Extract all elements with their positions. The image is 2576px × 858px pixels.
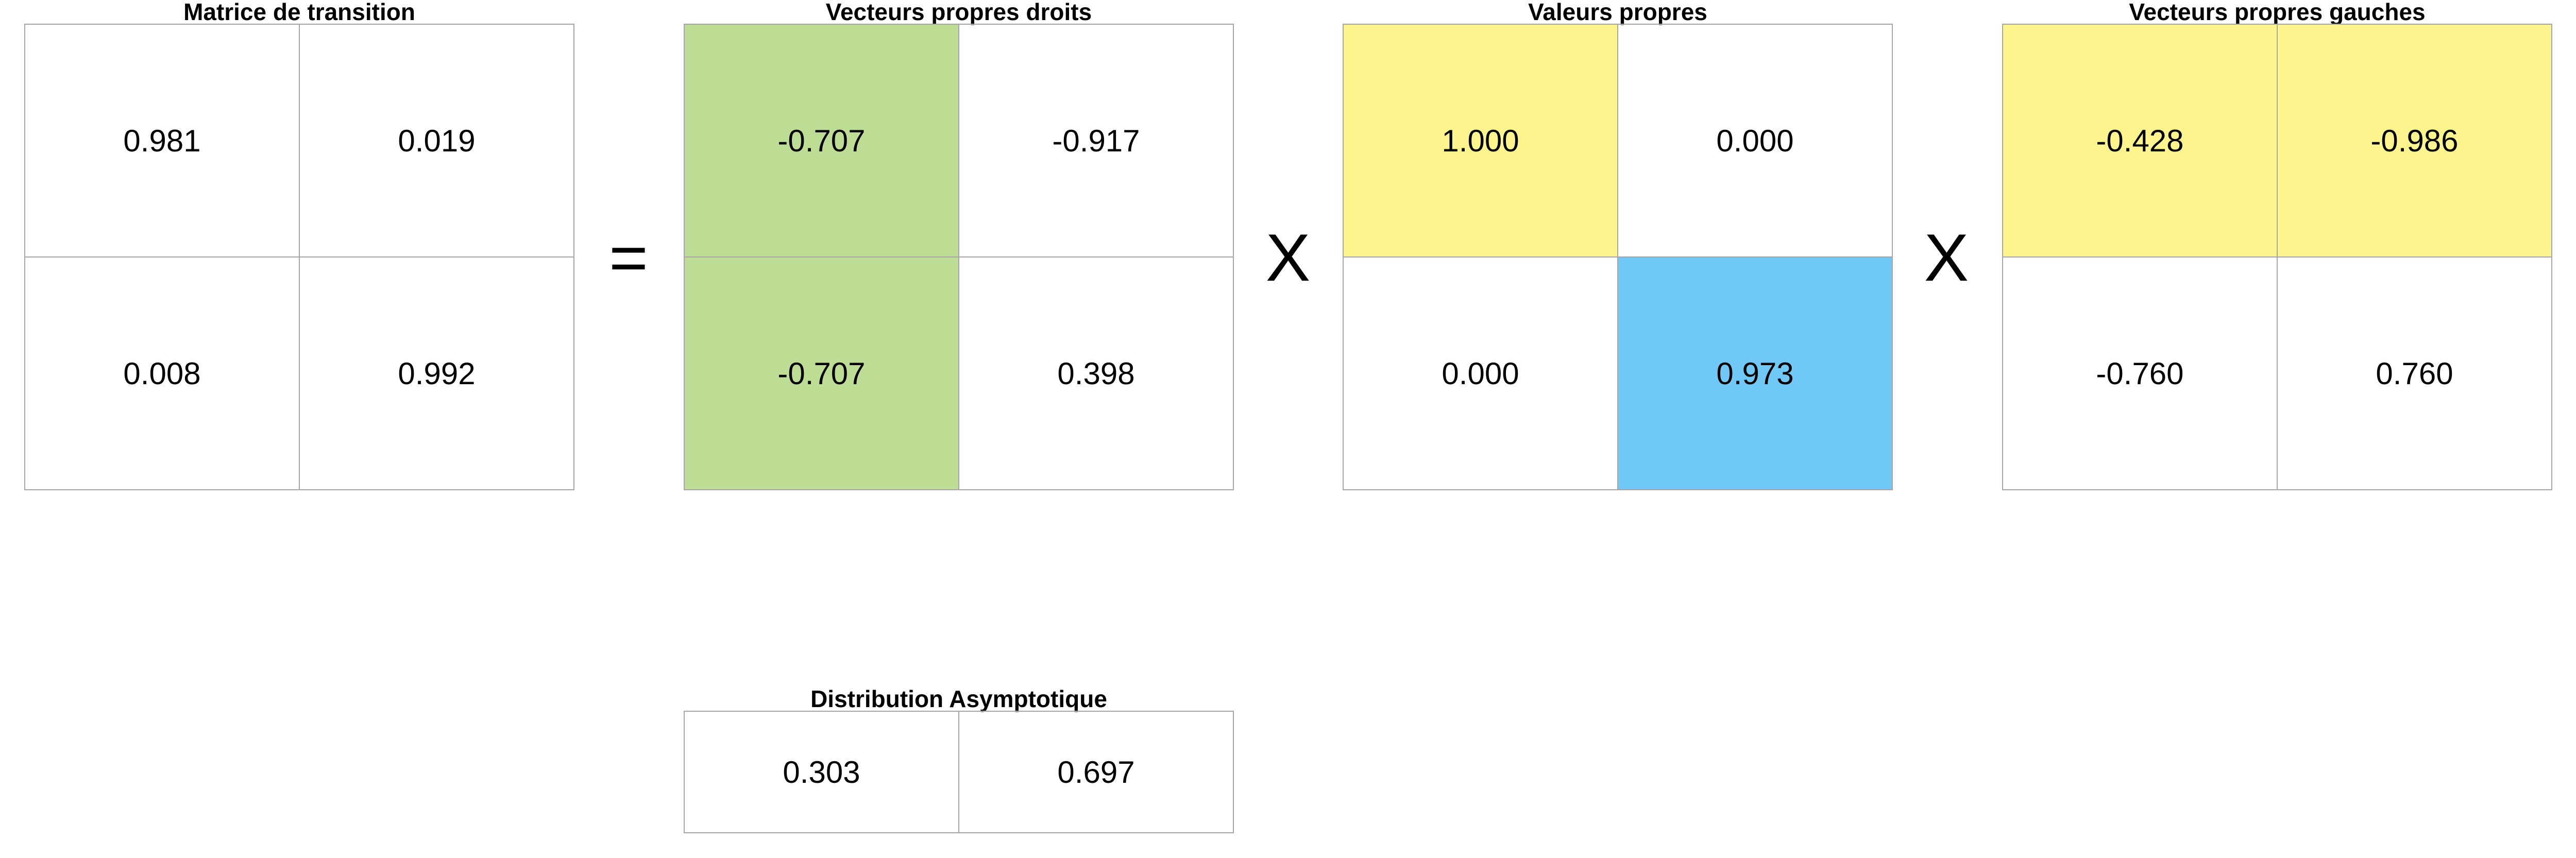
transition-cell-r1c2: 0.019 — [299, 24, 573, 256]
right-eigenvectors-title: Vecteurs propres droits — [825, 0, 1092, 25]
equals-operator: = — [609, 220, 648, 295]
eigenvalue-cell-r1c1: 1.000 — [1343, 24, 1617, 256]
left-eigenvectors-matrix: -0.428 -0.986 -0.760 0.760 — [2002, 24, 2552, 490]
asymptotic-cell-2: 0.697 — [958, 711, 1233, 832]
times-operator-2: X — [1924, 220, 1969, 295]
eigenvalues-title: Valeurs propres — [1528, 0, 1707, 25]
asymptotic-cell-1: 0.303 — [684, 711, 958, 832]
right-eigen-cell-r1c2: -0.917 — [958, 24, 1233, 256]
eigenvalue-cell-r2c2: 0.973 — [1617, 256, 1892, 489]
times-operator-1: X — [1265, 220, 1311, 295]
left-eigen-cell-r1c1: -0.428 — [2002, 24, 2277, 256]
right-eigen-cell-r2c1: -0.707 — [684, 256, 958, 489]
asymptotic-distribution-title: Distribution Asymptotique — [810, 685, 1107, 712]
transition-cell-r2c1: 0.008 — [24, 256, 299, 489]
right-eigen-cell-r2c2: 0.398 — [958, 256, 1233, 489]
transition-cell-r1c1: 0.981 — [24, 24, 299, 256]
transition-matrix: 0.981 0.019 0.008 0.992 — [24, 24, 574, 490]
eigenvalues-matrix: 1.000 0.000 0.000 0.973 — [1343, 24, 1893, 490]
asymptotic-distribution-matrix: 0.303 0.697 — [684, 711, 1234, 833]
left-eigen-cell-r1c2: -0.986 — [2277, 24, 2551, 256]
left-eigen-cell-r2c2: 0.760 — [2277, 256, 2551, 489]
right-eigen-cell-r1c1: -0.707 — [684, 24, 958, 256]
transition-cell-r2c2: 0.992 — [299, 256, 573, 489]
left-eigen-cell-r2c1: -0.760 — [2002, 256, 2277, 489]
left-eigenvectors-title: Vecteurs propres gauches — [2129, 0, 2426, 25]
right-eigenvectors-matrix: -0.707 -0.917 -0.707 0.398 — [684, 24, 1234, 490]
transition-matrix-title: Matrice de transition — [183, 0, 415, 25]
eigenvalue-cell-r1c2: 0.000 — [1617, 24, 1892, 256]
eigenvalue-cell-r2c1: 0.000 — [1343, 256, 1617, 489]
